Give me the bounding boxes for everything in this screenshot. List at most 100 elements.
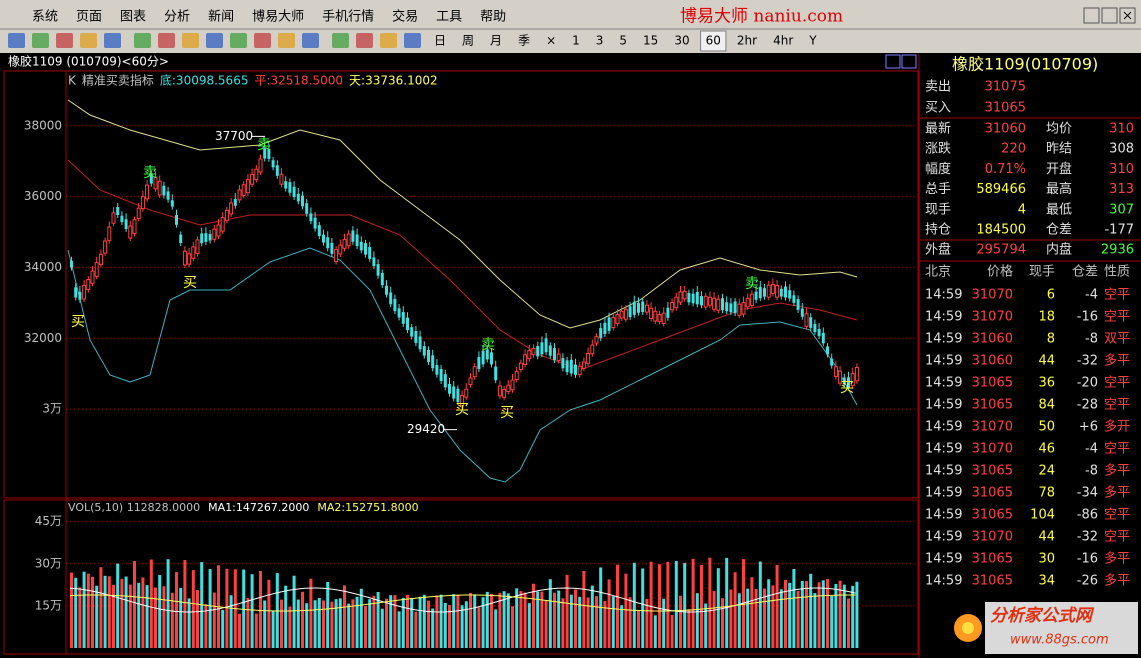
volume-bar xyxy=(343,585,346,648)
menu-item[interactable]: 页面 xyxy=(76,10,102,25)
tool-icon[interactable] xyxy=(32,33,49,48)
volume-bar xyxy=(750,577,754,648)
candle-body xyxy=(406,317,409,331)
menu-item[interactable]: 系统 xyxy=(32,10,58,25)
volume-bar xyxy=(704,603,708,648)
volume-bar xyxy=(364,606,367,648)
volume-bar xyxy=(170,592,174,648)
trade-cell: 46 xyxy=(1038,442,1055,457)
volume-bar xyxy=(145,585,149,648)
trade-cell: 31070 xyxy=(972,288,1013,303)
candle-body xyxy=(527,350,532,360)
candle-body xyxy=(448,383,451,394)
period-button[interactable]: 15 xyxy=(643,34,658,48)
menu-item[interactable]: 手机行情 xyxy=(322,10,374,25)
trade-cell: 14:59 xyxy=(925,442,962,457)
tool-icon[interactable] xyxy=(182,33,199,48)
candle-body xyxy=(561,358,565,369)
indicator-label: 底:30098.5665 xyxy=(160,73,249,88)
signal: 买 xyxy=(455,402,469,418)
menu-item[interactable]: 分析 xyxy=(164,10,190,25)
tool-icon[interactable] xyxy=(380,33,397,48)
period-button[interactable]: 季 xyxy=(518,34,530,48)
period-button[interactable]: 1 xyxy=(572,34,580,48)
trade-cell: -4 xyxy=(1085,288,1098,303)
candle-body xyxy=(817,329,821,337)
trade-cell: 多平 xyxy=(1104,573,1130,589)
nav-left[interactable] xyxy=(885,54,901,69)
tool-icon[interactable] xyxy=(56,33,73,48)
nav-right[interactable] xyxy=(901,54,917,69)
volume-bar xyxy=(805,581,808,648)
period-button[interactable]: 60 xyxy=(706,34,721,48)
indicator-label: 精准买卖指标 xyxy=(82,73,154,88)
menu-item[interactable]: 新闻 xyxy=(208,9,234,25)
volume-bar xyxy=(788,582,792,648)
candle-body xyxy=(301,195,304,207)
tool-icon[interactable] xyxy=(8,33,25,48)
candle-body xyxy=(490,352,493,365)
volume-bar xyxy=(481,597,485,648)
candle-body xyxy=(565,360,569,373)
candle-body xyxy=(216,224,221,237)
trade-cell: 24 xyxy=(1038,464,1055,479)
minimize[interactable] xyxy=(1083,7,1100,24)
tool-icon[interactable] xyxy=(332,33,349,48)
period-button[interactable]: 3 xyxy=(596,34,604,48)
trade-cell: 104 xyxy=(1030,508,1055,523)
candle-body xyxy=(775,285,780,298)
candle-body xyxy=(431,355,435,369)
candle-body xyxy=(267,149,271,159)
candle-body xyxy=(569,359,573,374)
period-button[interactable]: 30 xyxy=(674,34,689,48)
tool-icon[interactable] xyxy=(254,33,271,48)
tool-icon[interactable] xyxy=(134,33,151,48)
period-button[interactable]: 周 xyxy=(462,34,474,48)
period-button[interactable]: 日 xyxy=(434,34,446,48)
tool-icon[interactable] xyxy=(356,33,373,48)
menu-item[interactable]: 帮助 xyxy=(480,10,506,25)
candle-body xyxy=(330,242,334,254)
candle-body xyxy=(372,257,376,267)
candle-body xyxy=(661,312,666,325)
candle-body xyxy=(687,292,691,303)
period-button[interactable]: 月 xyxy=(490,34,502,48)
tool-icon[interactable] xyxy=(80,33,97,48)
period-button[interactable]: 2hr xyxy=(737,34,757,48)
tool-icon[interactable] xyxy=(404,33,421,48)
candle-body xyxy=(346,233,351,247)
period-button[interactable]: × xyxy=(546,34,556,48)
candle-body xyxy=(745,297,750,308)
volume-bar xyxy=(490,593,493,648)
candle-body xyxy=(279,173,284,185)
candle-body xyxy=(477,356,481,370)
tool-icon[interactable] xyxy=(230,33,247,48)
tool-icon[interactable] xyxy=(206,33,223,48)
restore[interactable] xyxy=(1101,7,1118,24)
period-button[interactable]: 4hr xyxy=(773,34,793,48)
candle-body xyxy=(149,173,153,184)
y-tick-label: 36000 xyxy=(24,189,62,203)
menu-item[interactable]: 博易大师 xyxy=(252,10,304,25)
trade-cell: 44 xyxy=(1038,354,1055,369)
tool-icon[interactable] xyxy=(302,33,319,48)
volume-bar xyxy=(288,606,292,648)
trade-cell: 31065 xyxy=(972,574,1013,589)
tool-icon[interactable] xyxy=(158,33,175,48)
period-button[interactable]: Y xyxy=(808,34,817,48)
candle-body xyxy=(456,388,460,403)
period-button[interactable]: 5 xyxy=(619,34,627,48)
menu-item[interactable]: 工具 xyxy=(436,10,462,25)
menu-item[interactable]: 交易 xyxy=(392,9,418,25)
volume-bar xyxy=(477,607,481,648)
candle-body xyxy=(628,306,632,318)
candle-body xyxy=(716,298,721,311)
trade-cell: 30 xyxy=(1038,552,1055,567)
tool-icon[interactable] xyxy=(278,33,295,48)
trade-cell: 14:59 xyxy=(925,354,962,369)
tool-icon[interactable] xyxy=(104,33,121,48)
menu-item[interactable]: 图表 xyxy=(120,10,146,25)
candle-body xyxy=(670,302,675,311)
candle-body xyxy=(245,179,250,194)
candle-body xyxy=(804,313,809,327)
